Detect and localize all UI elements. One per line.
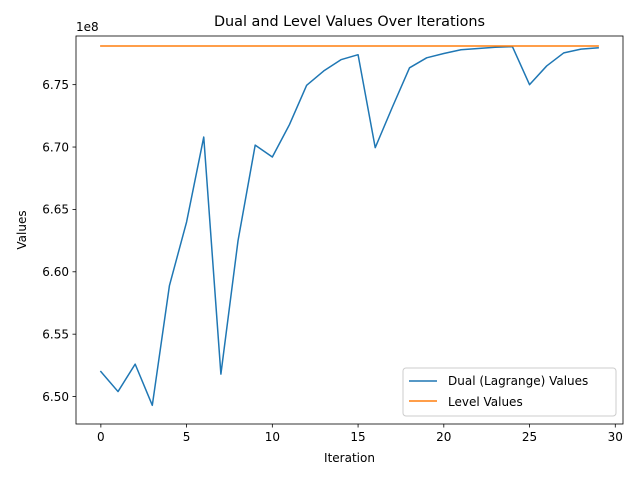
x-tick-label: 30 (608, 430, 623, 444)
y-axis-label: Values (15, 210, 29, 249)
x-axis-label: Iteration (324, 451, 375, 465)
x-tick-label: 15 (350, 430, 365, 444)
y-tick-label: 6.70 (42, 140, 69, 154)
axes-frame (75, 35, 624, 425)
legend: Dual (Lagrange) Values Level Values (402, 367, 617, 417)
legend-box (402, 367, 617, 417)
y-tick-label: 6.75 (42, 78, 69, 92)
y-axis-ticks: 6.50 6.55 6.60 6.65 6.70 6.75 (42, 78, 76, 404)
series-lines (99, 45, 599, 407)
x-tick-label: 25 (522, 430, 537, 444)
chart-title: Dual and Level Values Over Iterations (214, 14, 485, 30)
x-tick-label: 10 (265, 430, 280, 444)
x-axis-ticks: 0 5 10 15 20 25 30 (97, 424, 623, 444)
series-line-0 (99, 45, 599, 407)
y-tick-label: 6.65 (42, 203, 69, 217)
legend-label-level: Level Values (448, 395, 523, 409)
y-tick-label: 6.60 (42, 265, 69, 279)
y-offset-label: 1e8 (76, 20, 99, 34)
y-tick-label: 6.50 (42, 390, 69, 404)
x-tick-label: 5 (183, 430, 191, 444)
legend-label-dual: Dual (Lagrange) Values (448, 374, 588, 388)
x-tick-label: 0 (97, 430, 105, 444)
x-tick-label: 20 (436, 430, 451, 444)
y-tick-label: 6.55 (42, 327, 69, 341)
